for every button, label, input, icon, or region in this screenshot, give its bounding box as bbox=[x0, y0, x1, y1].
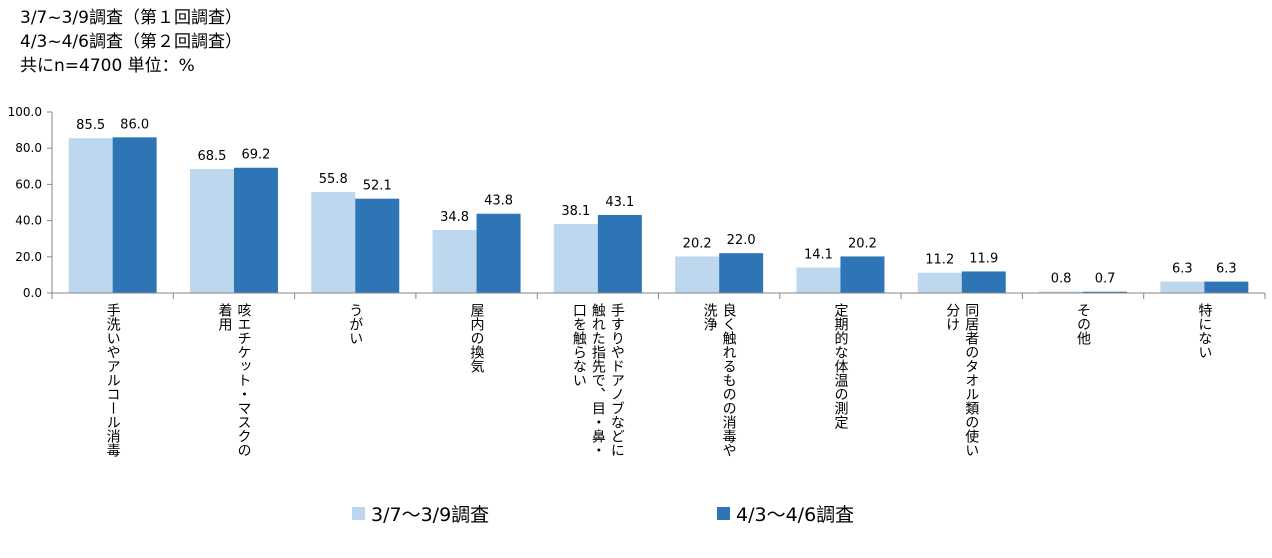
data-label-series2: 43.1 bbox=[605, 195, 634, 210]
category-label: 同居者のタオル類の使い bbox=[963, 303, 979, 457]
bar-series1 bbox=[432, 230, 477, 293]
legend-swatch-series2 bbox=[717, 507, 730, 520]
category-label: 咳エチケット・マスクの bbox=[235, 303, 251, 457]
chart-header: 3/7~3/9調査（第１回調査） 4/3~4/6調査（第２回調査） 共にn=47… bbox=[20, 6, 242, 78]
bar-series1 bbox=[917, 272, 962, 293]
bar-series1 bbox=[1039, 291, 1084, 293]
data-label-series1: 6.3 bbox=[1172, 262, 1193, 277]
data-label-series2: 52.1 bbox=[363, 179, 392, 194]
bar-chart: 0.0 20.0 40.0 60.0 80.0 100.0 85.5 68.5 55.8 34.8… bbox=[8, 105, 1266, 457]
data-label-series2: 20.2 bbox=[848, 236, 877, 251]
bar-series2 bbox=[355, 198, 400, 293]
data-label-series1: 55.8 bbox=[319, 172, 348, 187]
legend-label-series2: 4/3～4/6調査 bbox=[736, 504, 855, 526]
data-label-series2: 22.0 bbox=[727, 233, 756, 248]
bar-series1 bbox=[1160, 281, 1205, 293]
legend: 3/7～3/9調査 4/3～4/6調査 bbox=[0, 500, 1272, 526]
bar-series2 bbox=[112, 137, 157, 293]
bar-series2 bbox=[1204, 281, 1249, 293]
category-label: 触れた指先で、目・鼻・ bbox=[590, 303, 606, 457]
legend-swatch-series1 bbox=[352, 507, 365, 520]
y-tick-label: 0.0 bbox=[23, 286, 42, 300]
y-tick-label: 80.0 bbox=[15, 141, 42, 155]
data-label-series1: 0.8 bbox=[1051, 272, 1072, 287]
bar-series1 bbox=[68, 138, 113, 293]
category-label: 口を触らない bbox=[571, 303, 587, 387]
bar-series2 bbox=[719, 253, 764, 293]
bar-series1 bbox=[675, 256, 720, 293]
bar-series2 bbox=[1083, 291, 1128, 293]
y-tick-label: 20.0 bbox=[15, 250, 42, 264]
category-label: その他 bbox=[1075, 303, 1091, 346]
y-tick-label: 60.0 bbox=[15, 177, 42, 191]
survey2-note: 4/3~4/6調査（第２回調査） bbox=[20, 32, 242, 52]
data-label-series1: 85.5 bbox=[76, 118, 105, 133]
category-label: 洗浄 bbox=[702, 303, 718, 332]
category-label: 定期的な体温の測定 bbox=[832, 303, 848, 430]
category-label: うがい bbox=[347, 303, 363, 345]
data-label-series2: 69.2 bbox=[241, 148, 270, 163]
category-label: 良く触れるものの消毒や bbox=[721, 303, 737, 457]
bar-series1 bbox=[189, 169, 234, 293]
data-label-series1: 14.1 bbox=[804, 247, 833, 262]
category-label: 屋内の換気 bbox=[469, 303, 485, 374]
legend-item-series2: 4/3～4/6調査 bbox=[717, 500, 854, 527]
category-label: 手洗いやアルコール消毒 bbox=[105, 303, 121, 457]
y-tick-label: 100.0 bbox=[8, 105, 42, 119]
category-label: 分け bbox=[944, 303, 960, 331]
bar-series2 bbox=[476, 213, 521, 293]
legend-label-series1: 3/7～3/9調査 bbox=[371, 504, 490, 526]
category-label: 特にない bbox=[1196, 303, 1212, 359]
legend-item-series1: 3/7～3/9調査 bbox=[352, 500, 489, 527]
sample-unit-note: 共にn=4700 単位：% bbox=[20, 56, 195, 76]
bar-series1 bbox=[311, 192, 356, 293]
y-tick-label: 40.0 bbox=[15, 214, 42, 228]
data-label-series2: 6.3 bbox=[1216, 262, 1237, 277]
data-label-series2: 11.9 bbox=[969, 251, 998, 266]
data-label-series1: 68.5 bbox=[197, 149, 226, 164]
bar-series1 bbox=[553, 224, 598, 293]
data-label-series1: 20.2 bbox=[683, 236, 712, 251]
survey1-note: 3/7~3/9調査（第１回調査） bbox=[20, 8, 242, 28]
category-label: 着用 bbox=[216, 303, 232, 332]
data-label-series1: 11.2 bbox=[925, 253, 954, 268]
category-label: 手すりやドアノブなどに bbox=[609, 303, 625, 457]
bar-series2 bbox=[597, 214, 642, 293]
bar-series2 bbox=[233, 167, 278, 293]
data-label-series2: 43.8 bbox=[484, 194, 513, 209]
data-label-series2: 86.0 bbox=[120, 117, 149, 132]
data-label-series1: 38.1 bbox=[561, 204, 590, 219]
bar-series2 bbox=[840, 256, 885, 293]
bar-series1 bbox=[796, 267, 841, 293]
bar-series2 bbox=[961, 271, 1006, 293]
data-label-series1: 34.8 bbox=[440, 210, 469, 225]
data-label-series2: 0.7 bbox=[1095, 272, 1116, 287]
